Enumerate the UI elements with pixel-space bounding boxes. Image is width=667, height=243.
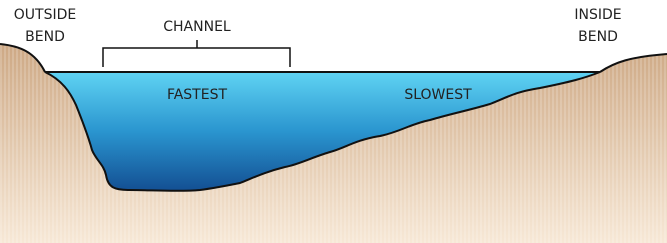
river-cross-section: OUTSIDE BEND CHANNEL FASTEST SLOWEST INS… [0, 0, 667, 243]
inside-label: INSIDE [574, 7, 621, 23]
ground-edge [0, 44, 667, 72]
outside-label: OUTSIDE [14, 7, 76, 23]
fastest-label: FASTEST [167, 87, 228, 103]
inside-label: BEND [578, 29, 618, 45]
slowest-label: SLOWEST [404, 87, 472, 103]
outside-label: BEND [25, 29, 65, 45]
channel-label: CHANNEL [163, 19, 231, 35]
channel-bracket [103, 40, 290, 67]
